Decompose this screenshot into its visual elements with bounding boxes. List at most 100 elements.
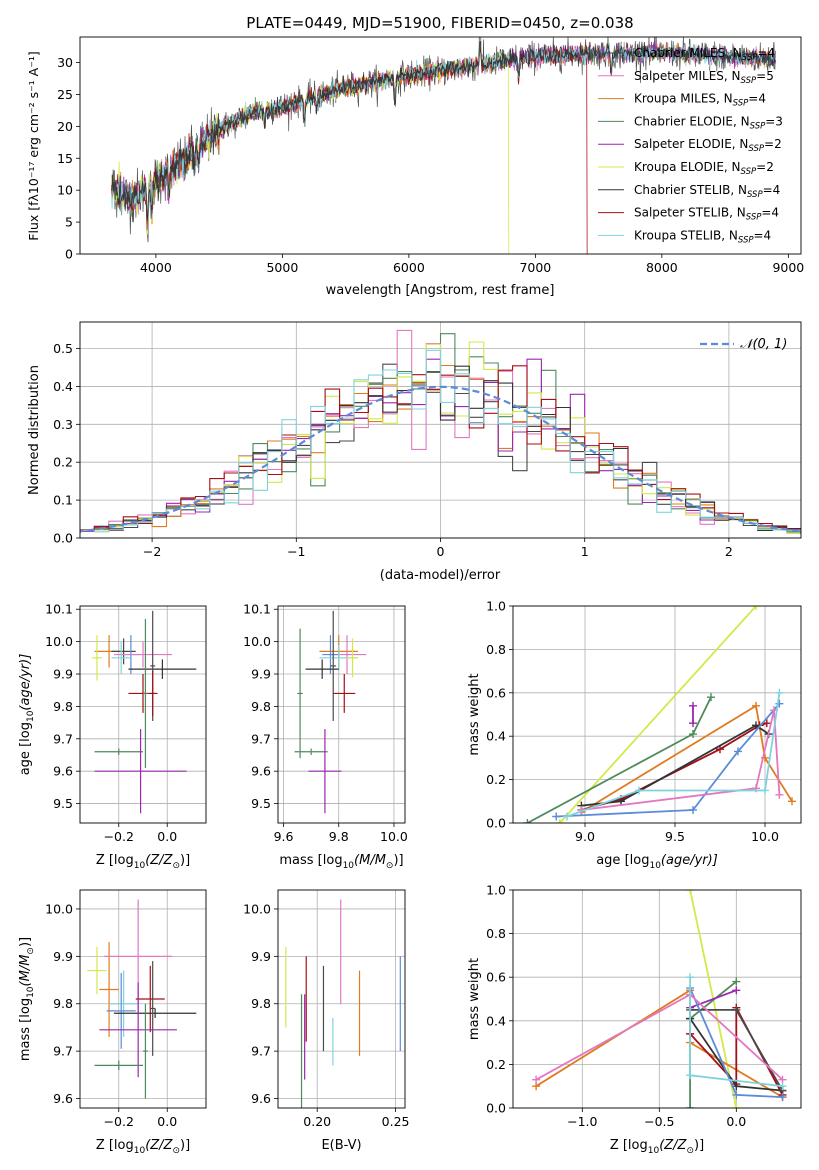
y-tick-label: 10.0 [243, 634, 271, 649]
weight-marker [762, 719, 771, 728]
x-tick-label: 0.0 [726, 1114, 746, 1129]
x-axis-label-part: ⊙ [686, 1146, 694, 1156]
y-tick-label: 0.4 [486, 729, 506, 744]
residual-histogram-panel: −2 −1 0 1 2 0.0 0.1 0.2 0.3 0.4 0.5 𝒩(0, 1) (data-mo… [27, 321, 802, 583]
weight-marker [732, 977, 741, 986]
legend-entry-main: Chabrier STELIB, N [634, 183, 747, 197]
legend-entry-sub: SSP [742, 53, 758, 63]
y-tick-label: 9.5 [251, 796, 271, 811]
weight-marker [532, 1075, 541, 1084]
weight-marker [635, 786, 643, 795]
weight-marker [707, 693, 715, 702]
axes-frame [79, 605, 207, 824]
y-tick-label: 30 [57, 55, 73, 70]
weight-marker [775, 699, 784, 708]
legend-entry-tail: =2 [756, 160, 774, 174]
weight-marker [734, 747, 742, 756]
x-axis-label-part: ⊙ [172, 1146, 180, 1156]
weight-marker [686, 890, 695, 894]
x-axis-label-part: 10 [134, 861, 146, 871]
x-tick-label: 10.0 [751, 829, 779, 844]
x-axis-label: wavelength [Angstrom, rest frame] [326, 283, 555, 298]
legend-entry: Chabrier MILES, NSSP=4 [634, 46, 775, 63]
legend-entry-main: Chabrier ELODIE, N [634, 114, 750, 128]
x-tick-label: 8000 [646, 260, 678, 275]
legend-entry-tail: =4 [748, 92, 766, 106]
x-tick-label: −1.0 [567, 1114, 597, 1129]
weight-marker [788, 797, 796, 806]
x-axis-label-part: (age/yr)] [661, 853, 718, 868]
y-tick-label: 9.9 [53, 949, 73, 964]
y-axis-label: Normed distribution [27, 365, 42, 495]
legend-entry-sub: SSP [748, 144, 764, 154]
legend-entry: Chabrier STELIB, NSSP=4 [634, 183, 780, 200]
error-bars [285, 899, 401, 1108]
legend-entry-tail: =4 [761, 206, 779, 220]
x-axis-label-part: (Z/Z [145, 1138, 173, 1153]
y-axis-label-part: 10 [26, 986, 36, 998]
legend-entry-sub: SSP [733, 99, 749, 109]
x-axis-label-part: (Z/Z [145, 853, 173, 868]
y-tick-label: 9.7 [53, 731, 73, 746]
x-tick-label: 10.0 [380, 829, 408, 844]
y-axis-label-part: age [log [18, 722, 33, 775]
weight-marker [778, 1093, 787, 1102]
y-tick-label: 9.9 [53, 667, 73, 682]
y-tick-label: 0.5 [53, 341, 73, 356]
normal-curve [80, 385, 801, 533]
x-tick-label: 0.25 [382, 1114, 410, 1129]
weight-marker [752, 606, 760, 610]
y-tick-label: 0.2 [486, 772, 506, 787]
weight-marker [689, 805, 697, 814]
x-axis-label: mass [log10(M/M⊙)] [279, 853, 403, 871]
legend-entry-tail: =4 [757, 46, 775, 60]
weight-marker [732, 1005, 741, 1014]
y-tick-label: 0.1 [53, 493, 73, 508]
legend-entry-sub: SSP [738, 235, 754, 245]
x-tick-label: 9.8 [329, 829, 349, 844]
y-tick-label: 9.8 [53, 699, 73, 714]
y-tick-label: 0.6 [486, 970, 506, 985]
mass-vs-ebv-panel: 0.20 0.25 9.6 9.7 9.8 9.9 10.0 E(B-V) [243, 889, 410, 1153]
x-axis-label-part: Z [log [610, 1138, 648, 1153]
x-axis-label: Z [log10(Z/Z⊙)] [610, 1138, 704, 1156]
x-axis-label-part: Z [log [96, 1138, 134, 1153]
weight-marker [732, 1082, 741, 1091]
y-tick-label: 9.5 [53, 796, 73, 811]
y-tick-label: 9.7 [251, 1044, 271, 1059]
x-tick-label: −0.5 [644, 1114, 674, 1129]
x-tick-label: 7000 [519, 260, 551, 275]
y-tick-label: 9.8 [251, 699, 271, 714]
title-group: PLATE=0449, MJD=51900, FIBERID=0450, z=0… [246, 14, 633, 32]
legend-entry-main: Kroupa MILES, N [634, 92, 733, 106]
error-bars [87, 899, 197, 1099]
weight-marker [563, 812, 571, 821]
y-axis-label: age [log10(age/yr)] [18, 654, 36, 776]
mass-vs-metallicity-panel: −0.2 0.09.69.79.89.910.0Z [log10(Z/Z⊙)]ma… [18, 889, 207, 1156]
axes-frame [79, 36, 802, 255]
y-tick-label: 0 [65, 247, 73, 262]
weight-marker [689, 730, 697, 739]
legend-entry-main: Salpeter MILES, N [634, 69, 741, 83]
legend-entry-tail: =4 [763, 183, 781, 197]
axes-frame [512, 889, 802, 1109]
y-axis-label: Flux [fλ10⁻¹⁷ erg cm⁻² s⁻¹ A⁻¹] [26, 51, 41, 240]
y-tick-label: 10 [57, 183, 73, 198]
y-tick-label: 9.6 [53, 1091, 73, 1106]
y-axis-label-part: (M/M [18, 955, 33, 987]
x-axis-label: E(B-V) [321, 1138, 361, 1153]
x-tick-label: 9.6 [274, 829, 294, 844]
age-vs-mass-panel: 9.6 9.8 10.0 9.5 9.6 9.7 9.8 9.9 10.0 10.1 mass [l… [243, 602, 408, 871]
legend-entry-tail: =2 [764, 137, 782, 151]
x-axis-label: (data-model)/error [380, 568, 501, 583]
y-tick-label: 9.8 [251, 996, 271, 1011]
y-axis-label-part: mass [log [18, 998, 33, 1061]
x-axis-label: age [log10(age/yr)] [596, 853, 718, 871]
legend-entry-tail: =3 [765, 114, 783, 128]
weight-marker [686, 973, 695, 982]
spectrum-panel: 4000 5000 6000 7000 8000 9000 0 5 10 15 20 25 30 wave… [26, 36, 804, 298]
error-bars [294, 610, 367, 814]
x-axis-label-part: 10 [648, 1146, 660, 1156]
y-tick-label: 9.8 [53, 996, 73, 1011]
